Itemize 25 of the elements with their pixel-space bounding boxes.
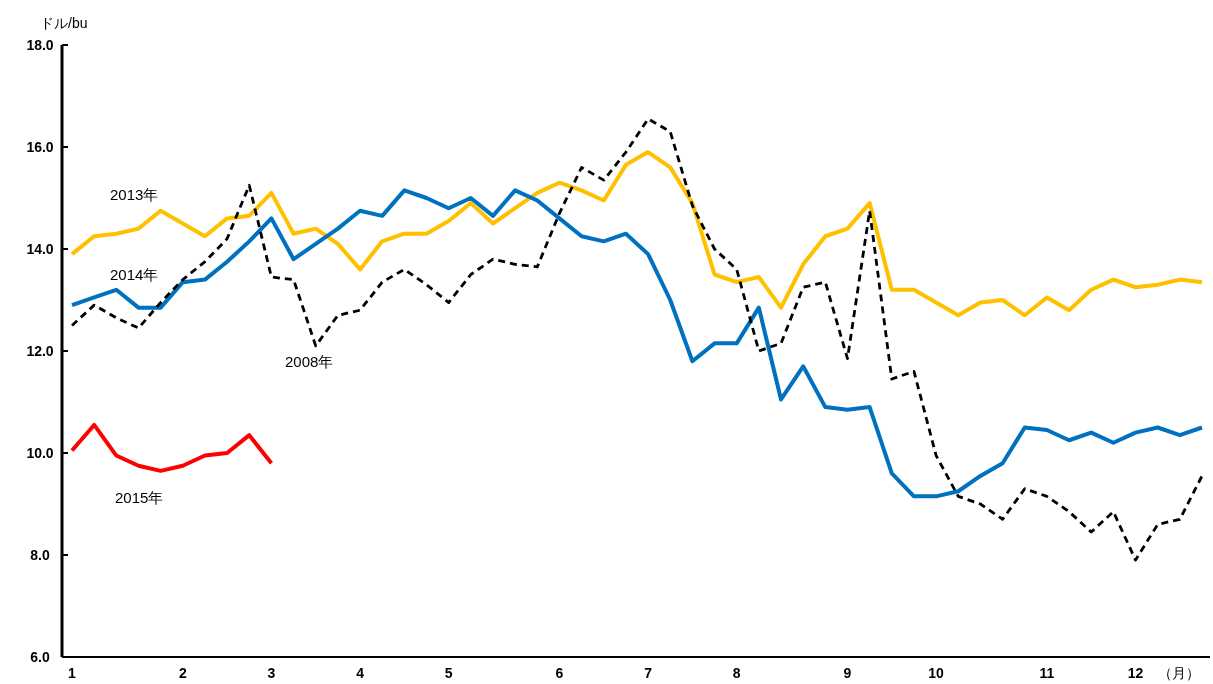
x-tick-label: 9 xyxy=(843,665,852,681)
series-label: 2014年 xyxy=(110,266,159,283)
y-axis-title: ドル/bu xyxy=(40,15,88,31)
x-tick-label: 3 xyxy=(267,665,276,681)
x-tick-label: 4 xyxy=(356,665,365,681)
x-tick-label: 6 xyxy=(555,665,564,681)
series-label: 2013年 xyxy=(110,186,159,203)
x-tick-label: 7 xyxy=(644,665,653,681)
x-tick-label: 11 xyxy=(1039,665,1055,681)
x-tick-label: 12 xyxy=(1127,665,1144,681)
x-tick-label: 5 xyxy=(444,665,453,681)
x-axis-title: （月） xyxy=(1157,665,1200,681)
y-tick-label: 8.0 xyxy=(30,547,50,563)
y-tick-label: 12.0 xyxy=(26,343,54,359)
x-tick-label: 10 xyxy=(928,665,945,681)
series-label: 2015年 xyxy=(115,489,164,506)
y-tick-label: 16.0 xyxy=(26,139,54,155)
y-tick-label: 18.0 xyxy=(26,37,54,53)
y-tick-label: 14.0 xyxy=(26,241,54,257)
series-label: 2008年 xyxy=(285,353,334,370)
x-tick-label: 8 xyxy=(732,665,741,681)
y-tick-label: 10.0 xyxy=(26,445,54,461)
y-tick-label: 6.0 xyxy=(30,649,50,665)
x-tick-label: 2 xyxy=(178,665,187,681)
x-tick-label: 1 xyxy=(68,665,77,681)
